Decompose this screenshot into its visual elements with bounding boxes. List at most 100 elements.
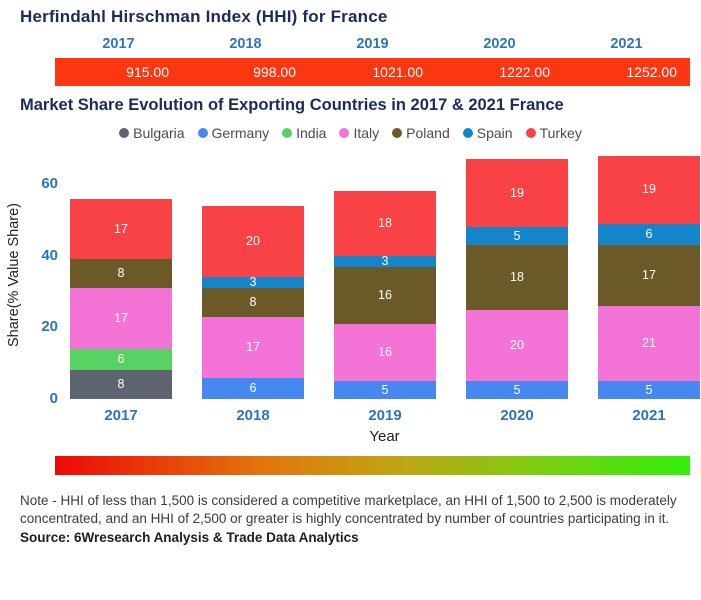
legend-label: Spain — [476, 125, 513, 141]
legend-dot-icon — [392, 128, 403, 138]
x-tick-label: 2020 — [500, 407, 534, 424]
bar-segment-poland-2020: 18 — [466, 245, 568, 310]
bar-segment-italy-2019: 16 — [334, 323, 436, 382]
segment-value-label: 5 — [381, 382, 389, 397]
segment-value-label: 18 — [378, 216, 392, 231]
bar-2020: 19 5 18 20 5 2020 — [466, 159, 568, 427]
bar-segment-bulgaria-2017: 8 — [70, 370, 172, 399]
stacked-bar-chart: Share(% Value Share) 17 8 17 6 8 2017 20 3 8 17 6 2… — [0, 151, 701, 427]
segment-value-label: 17 — [114, 311, 128, 326]
bar-segment-germany-2019: 5 — [334, 381, 436, 399]
bar-segment-poland-2021: 17 — [598, 245, 700, 306]
legend-item-italy: Italy — [339, 125, 379, 141]
bar-segment-poland-2018: 8 — [202, 288, 304, 317]
segment-value-label: 21 — [642, 336, 656, 351]
bar-segment-spain-2020: 5 — [466, 227, 568, 246]
legend-label: Bulgaria — [133, 125, 185, 141]
segment-value-label: 3 — [249, 275, 257, 290]
chart-legend: Bulgaria Germany India Italy Poland Spain Turk… — [0, 125, 701, 141]
legend-dot-icon — [339, 128, 350, 138]
hhi-year-label: 2017 — [102, 36, 135, 52]
bar-segment-italy-2021: 21 — [598, 305, 700, 382]
y-tick-label: 60 — [41, 175, 58, 193]
legend-item-spain: Spain — [462, 125, 513, 141]
bar-segment-germany-2018: 6 — [202, 377, 304, 399]
segment-value-label: 20 — [510, 338, 524, 353]
market-share-title: Market Share Evolution of Exporting Coun… — [20, 96, 564, 114]
legend-dot-icon — [282, 128, 293, 138]
segment-value-label: 17 — [246, 339, 260, 354]
legend-item-poland: Poland — [392, 125, 450, 141]
x-tick-label: 2021 — [632, 407, 666, 424]
segment-value-label: 5 — [513, 382, 521, 397]
legend-item-bulgaria: Bulgaria — [119, 125, 185, 141]
legend-item-turkey: Turkey — [525, 125, 582, 141]
bar-segment-spain-2018: 3 — [202, 275, 304, 290]
legend-item-germany: Germany — [197, 125, 270, 141]
segment-value-label: 19 — [642, 182, 656, 197]
legend-dot-icon — [197, 128, 208, 138]
hhi-value: 915.00 — [126, 64, 169, 80]
bar-segment-germany-2021: 5 — [598, 381, 700, 399]
hhi-values-bar: 915.00 998.00 1021.00 1222.00 1252.00 — [55, 58, 690, 86]
bar-2017: 17 8 17 6 8 2017 — [70, 198, 172, 427]
hhi-year-label: 2021 — [610, 36, 643, 52]
hhi-years-row: 2017 2018 2019 2020 2021 — [55, 36, 690, 52]
segment-value-label: 20 — [246, 234, 260, 249]
bar-segment-poland-2017: 8 — [70, 259, 172, 289]
bar-segment-turkey-2021: 19 — [598, 155, 700, 224]
hhi-value: 1252.00 — [626, 64, 677, 80]
bar-segment-italy-2018: 17 — [202, 316, 304, 378]
segment-value-label: 5 — [645, 382, 653, 397]
segment-value-label: 19 — [510, 185, 524, 200]
segment-value-label: 17 — [642, 268, 656, 283]
hhi-year-label: 2018 — [229, 36, 262, 52]
legend-label: Turkey — [539, 125, 582, 141]
source-text: Source: 6Wresearch Analysis & Trade Data… — [20, 529, 359, 545]
hhi-value: 1222.00 — [499, 64, 550, 80]
x-tick-label: 2019 — [368, 407, 402, 424]
y-tick-label: 0 — [49, 390, 58, 407]
hhi-value: 998.00 — [253, 64, 296, 80]
bar-segment-germany-2020: 5 — [466, 381, 568, 399]
bar-segment-turkey-2019: 18 — [334, 191, 436, 256]
hhi-year-label: 2019 — [356, 36, 389, 52]
legend-label: Germany — [211, 125, 270, 141]
hhi-year-label: 2020 — [483, 36, 516, 52]
x-axis-title: Year — [369, 428, 400, 445]
hhi-gradient-scale — [55, 456, 690, 475]
bar-2021: 19 6 17 21 5 2021 — [598, 155, 700, 427]
bar-segment-spain-2021: 6 — [598, 223, 700, 246]
segment-value-label: 6 — [645, 227, 653, 242]
segment-value-label: 5 — [513, 228, 521, 243]
x-tick-label: 2017 — [104, 407, 138, 424]
segment-value-label: 6 — [117, 352, 125, 367]
plot-area: 17 8 17 6 8 2017 20 3 8 17 6 2018 18 3 16 16 5 2019 19 5 18 2… — [70, 151, 700, 427]
hhi-value: 1021.00 — [372, 64, 423, 80]
legend-dot-icon — [462, 128, 473, 138]
bar-segment-turkey-2020: 19 — [466, 159, 568, 228]
legend-label: Poland — [406, 125, 450, 141]
legend-dot-icon — [119, 128, 130, 138]
segment-value-label: 8 — [117, 266, 125, 281]
bar-2018: 20 3 8 17 6 2018 — [202, 205, 304, 427]
segment-value-label: 17 — [114, 221, 128, 236]
hhi-title: Herfindahl Hirschman Index (HHI) for Fra… — [20, 7, 388, 26]
bar-segment-poland-2019: 16 — [334, 266, 436, 324]
segment-value-label: 8 — [249, 295, 257, 310]
segment-value-label: 16 — [378, 345, 392, 360]
y-tick-label: 40 — [41, 246, 58, 264]
legend-item-india: India — [282, 125, 326, 141]
segment-value-label: 18 — [510, 270, 524, 285]
legend-label: Italy — [353, 125, 380, 141]
bar-segment-turkey-2018: 20 — [202, 205, 304, 278]
bar-segment-india-2017: 6 — [70, 348, 172, 371]
x-tick-label: 2018 — [236, 407, 270, 424]
y-tick-label: 20 — [41, 318, 58, 336]
legend-label: India — [296, 125, 327, 141]
bar-2019: 18 3 16 16 5 2019 — [334, 191, 436, 427]
note-text: Note - HHI of less than 1,500 is conside… — [20, 493, 677, 526]
report-canvas: Herfindahl Hirschman Index (HHI) for Fra… — [0, 7, 701, 600]
segment-value-label: 16 — [378, 287, 392, 302]
legend-dot-icon — [525, 128, 536, 138]
